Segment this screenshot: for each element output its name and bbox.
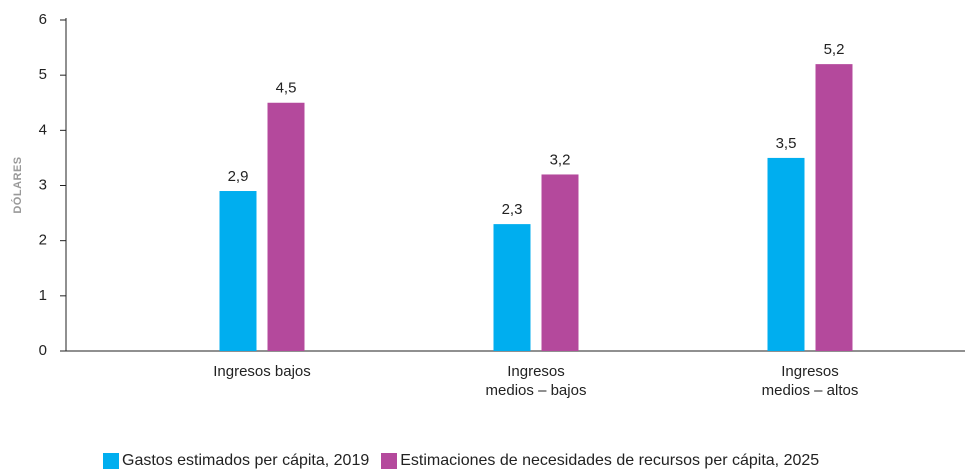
value-label: 5,2 <box>824 41 845 58</box>
bar <box>767 157 805 351</box>
value-label: 4,5 <box>276 80 297 97</box>
x-tick-label: Ingresos medios – bajos <box>485 363 587 399</box>
legend-label: Estimaciones de necesidades de recursos … <box>400 452 820 469</box>
y-tick-label: 3 <box>39 176 47 193</box>
y-tick-label: 6 <box>39 11 47 28</box>
bar <box>493 224 531 351</box>
legend-label: Gastos estimados per cápita, 2019 <box>122 452 370 469</box>
bar <box>219 191 257 351</box>
y-tick-label: 5 <box>39 66 47 83</box>
value-label: 2,3 <box>502 201 523 218</box>
legend-item: Estimaciones de necesidades de recursos … <box>381 452 819 470</box>
legend-swatch <box>103 453 119 469</box>
bar <box>541 174 579 351</box>
x-tick-label: Ingresos medios – altos <box>761 363 859 399</box>
value-label: 3,5 <box>776 135 797 152</box>
y-tick-label: 0 <box>39 342 47 359</box>
legend-swatch <box>381 453 398 469</box>
y-tick-label: 2 <box>39 232 47 249</box>
value-label: 2,9 <box>228 168 249 185</box>
bar <box>815 64 853 351</box>
y-tick-label: 4 <box>39 121 47 138</box>
legend: Gastos estimados per cápita, 2019 Estimac… <box>103 452 819 470</box>
x-tick-label: Ingresos bajos <box>213 363 311 380</box>
value-label: 3,2 <box>550 151 571 168</box>
bar <box>267 102 305 351</box>
y-tick-label: 1 <box>39 287 47 304</box>
y-axis-label: DÓLARES <box>11 156 24 213</box>
legend-item: Gastos estimados per cápita, 2019 <box>103 452 369 470</box>
